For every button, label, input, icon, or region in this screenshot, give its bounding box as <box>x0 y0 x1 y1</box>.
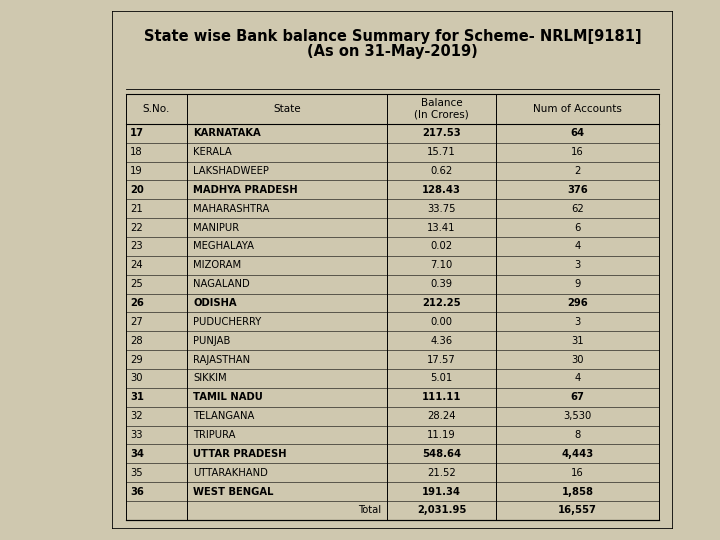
Text: SIKKIM: SIKKIM <box>193 374 227 383</box>
Text: MIZORAM: MIZORAM <box>193 260 241 270</box>
Text: 28.24: 28.24 <box>427 411 456 421</box>
Text: 296: 296 <box>567 298 588 308</box>
Text: 1,858: 1,858 <box>562 487 594 497</box>
Text: 7.10: 7.10 <box>431 260 453 270</box>
Text: 21: 21 <box>130 204 143 214</box>
Text: Balance: Balance <box>420 98 462 107</box>
Text: 22: 22 <box>130 222 143 233</box>
Text: 2,031.95: 2,031.95 <box>417 505 467 516</box>
Text: ODISHA: ODISHA <box>193 298 237 308</box>
Text: 31: 31 <box>130 392 144 402</box>
Text: NAGALAND: NAGALAND <box>193 279 250 289</box>
Text: 4: 4 <box>575 241 581 252</box>
Text: LAKSHADWEEP: LAKSHADWEEP <box>193 166 269 176</box>
Text: 4: 4 <box>575 374 581 383</box>
Text: 35: 35 <box>130 468 143 478</box>
Text: Num of Accounts: Num of Accounts <box>534 104 622 114</box>
Text: MADHYA PRADESH: MADHYA PRADESH <box>193 185 297 195</box>
Text: 17.57: 17.57 <box>427 355 456 365</box>
Text: 31: 31 <box>572 336 584 346</box>
Text: MAHARASHTRA: MAHARASHTRA <box>193 204 269 214</box>
Text: PUNJAB: PUNJAB <box>193 336 230 346</box>
Text: 4.36: 4.36 <box>431 336 453 346</box>
Text: 548.64: 548.64 <box>422 449 461 459</box>
Text: 36: 36 <box>130 487 144 497</box>
Text: 217.53: 217.53 <box>422 128 461 138</box>
Text: 28: 28 <box>130 336 143 346</box>
Text: 64: 64 <box>571 128 585 138</box>
Text: 25: 25 <box>130 279 143 289</box>
Text: 3: 3 <box>575 317 581 327</box>
Text: 17: 17 <box>130 128 144 138</box>
Text: S.No.: S.No. <box>143 104 170 114</box>
Text: 212.25: 212.25 <box>422 298 461 308</box>
Text: KARNATAKA: KARNATAKA <box>193 128 261 138</box>
Text: 15.71: 15.71 <box>427 147 456 157</box>
Text: 2: 2 <box>575 166 581 176</box>
Text: Total: Total <box>358 505 381 516</box>
Text: TRIPURA: TRIPURA <box>193 430 235 440</box>
Text: 29: 29 <box>130 355 143 365</box>
Text: TELANGANA: TELANGANA <box>193 411 254 421</box>
Text: 21.52: 21.52 <box>427 468 456 478</box>
Text: 111.11: 111.11 <box>422 392 462 402</box>
Text: 18: 18 <box>130 147 143 157</box>
Text: (As on 31-May-2019): (As on 31-May-2019) <box>307 44 478 59</box>
Text: 62: 62 <box>572 204 584 214</box>
Text: MANIPUR: MANIPUR <box>193 222 239 233</box>
Text: 8: 8 <box>575 430 581 440</box>
Text: WEST BENGAL: WEST BENGAL <box>193 487 274 497</box>
Text: State wise Bank balance Summary for Scheme- NRLM[9181]: State wise Bank balance Summary for Sche… <box>143 29 642 44</box>
Text: 67: 67 <box>571 392 585 402</box>
Text: UTTAR PRADESH: UTTAR PRADESH <box>193 449 287 459</box>
Text: 0.00: 0.00 <box>431 317 453 327</box>
Text: 9: 9 <box>575 279 581 289</box>
Text: 16: 16 <box>572 147 584 157</box>
Text: 6: 6 <box>575 222 581 233</box>
Text: 376: 376 <box>567 185 588 195</box>
Text: 26: 26 <box>130 298 144 308</box>
Text: 16,557: 16,557 <box>558 505 597 516</box>
Text: 3: 3 <box>575 260 581 270</box>
Text: UTTARAKHAND: UTTARAKHAND <box>193 468 268 478</box>
Text: 191.34: 191.34 <box>422 487 461 497</box>
Text: 0.02: 0.02 <box>431 241 453 252</box>
Text: 30: 30 <box>130 374 143 383</box>
Text: 11.19: 11.19 <box>427 430 456 440</box>
Text: 34: 34 <box>130 449 144 459</box>
Text: 20: 20 <box>130 185 144 195</box>
Text: 16: 16 <box>572 468 584 478</box>
Text: 19: 19 <box>130 166 143 176</box>
Text: 27: 27 <box>130 317 143 327</box>
Text: 23: 23 <box>130 241 143 252</box>
Text: KERALA: KERALA <box>193 147 232 157</box>
Text: 3,530: 3,530 <box>564 411 592 421</box>
Text: 33: 33 <box>130 430 143 440</box>
Text: 4,443: 4,443 <box>562 449 594 459</box>
Text: 13.41: 13.41 <box>427 222 456 233</box>
Text: 30: 30 <box>572 355 584 365</box>
Text: 32: 32 <box>130 411 143 421</box>
Text: 5.01: 5.01 <box>431 374 453 383</box>
Text: RAJASTHAN: RAJASTHAN <box>193 355 250 365</box>
Text: State: State <box>274 104 301 114</box>
Text: 24: 24 <box>130 260 143 270</box>
Text: 128.43: 128.43 <box>422 185 461 195</box>
Text: 0.39: 0.39 <box>431 279 453 289</box>
Text: (In Crores): (In Crores) <box>414 110 469 120</box>
Text: MEGHALAYA: MEGHALAYA <box>193 241 254 252</box>
Text: 0.62: 0.62 <box>431 166 453 176</box>
Text: TAMIL NADU: TAMIL NADU <box>193 392 263 402</box>
Text: 33.75: 33.75 <box>427 204 456 214</box>
Text: PUDUCHERRY: PUDUCHERRY <box>193 317 261 327</box>
